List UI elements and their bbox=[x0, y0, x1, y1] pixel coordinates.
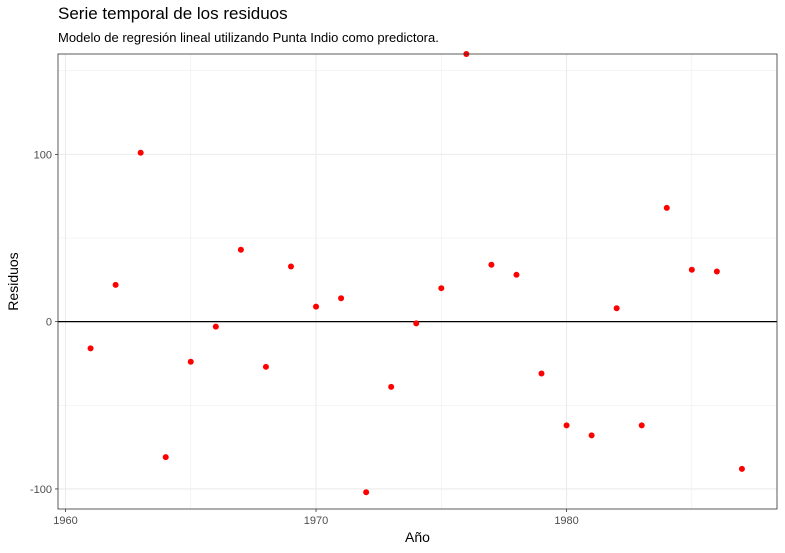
data-point bbox=[438, 285, 445, 292]
chart-title: Serie temporal de los residuos bbox=[58, 4, 288, 23]
data-point bbox=[738, 465, 745, 472]
y-axis-title: Residuos bbox=[5, 252, 21, 310]
data-point bbox=[588, 432, 595, 439]
chart-subtitle: Modelo de regresión lineal utilizando Pu… bbox=[58, 30, 439, 45]
y-tick-label: 0 bbox=[46, 317, 52, 329]
data-point bbox=[237, 246, 244, 253]
x-tick-label: 1980 bbox=[554, 515, 578, 527]
data-point bbox=[187, 358, 194, 365]
data-points bbox=[87, 51, 745, 496]
plot-panel bbox=[58, 54, 777, 509]
data-point bbox=[313, 303, 320, 310]
data-point bbox=[663, 204, 670, 211]
data-point bbox=[563, 422, 570, 429]
data-point bbox=[338, 295, 345, 302]
data-point bbox=[388, 383, 395, 390]
data-point bbox=[137, 149, 144, 156]
data-point bbox=[363, 489, 370, 496]
x-axis-title: Año bbox=[405, 529, 430, 545]
data-point bbox=[87, 345, 94, 352]
x-tick-label: 1970 bbox=[304, 515, 328, 527]
data-point bbox=[538, 370, 545, 377]
x-axis-ticks: 1960 1970 1980 bbox=[53, 509, 579, 527]
data-point bbox=[713, 268, 720, 275]
x-tick-label: 1960 bbox=[53, 515, 77, 527]
data-point bbox=[212, 323, 219, 330]
data-point bbox=[613, 305, 620, 312]
data-point bbox=[638, 422, 645, 429]
data-point bbox=[513, 271, 520, 278]
grid-lines bbox=[58, 54, 777, 509]
data-point bbox=[287, 263, 294, 270]
data-point bbox=[162, 454, 169, 461]
plot-border bbox=[57, 53, 778, 510]
data-point bbox=[488, 261, 495, 268]
y-tick-label: -100 bbox=[30, 484, 52, 496]
data-point bbox=[413, 320, 420, 327]
data-point bbox=[262, 363, 269, 370]
y-axis-ticks: -100 0 100 bbox=[30, 149, 58, 496]
y-tick-label: 100 bbox=[34, 149, 52, 161]
data-point bbox=[112, 281, 119, 288]
data-point bbox=[688, 266, 695, 273]
